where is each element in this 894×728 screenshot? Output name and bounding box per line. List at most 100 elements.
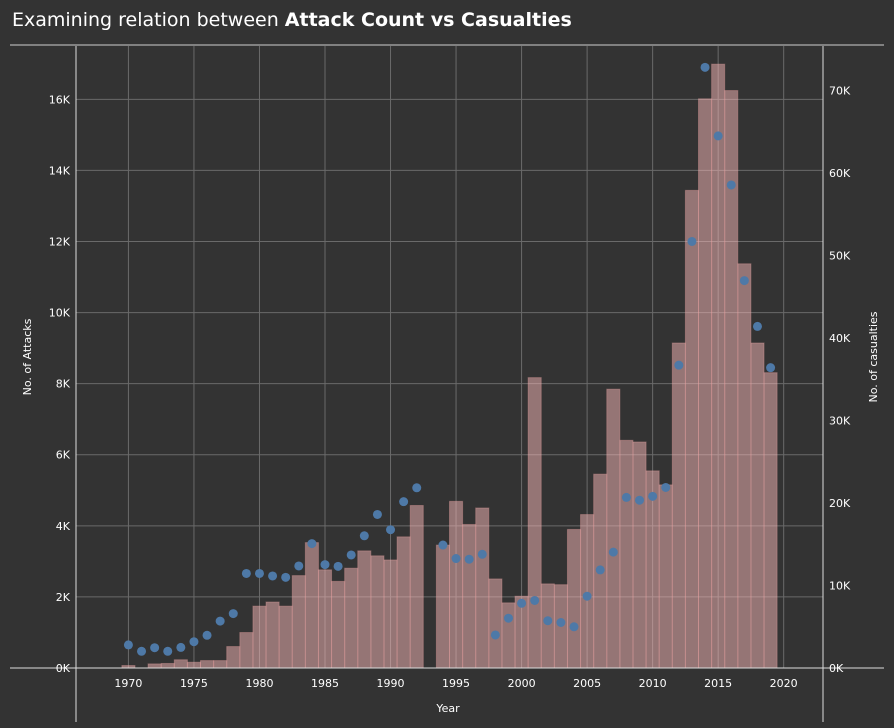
bar-1995 xyxy=(449,500,464,669)
dot-2003 xyxy=(556,618,566,628)
bar-2004 xyxy=(566,528,582,669)
x-tick-label: 1980 xyxy=(245,677,273,690)
chart-title-bold: Attack Count vs Casualties xyxy=(284,9,572,31)
dot-2008 xyxy=(621,492,631,502)
bar-2015 xyxy=(711,63,726,669)
dot-1980 xyxy=(254,568,264,578)
y2-tick-label: 40K xyxy=(829,332,851,345)
x-tick-label: 1985 xyxy=(311,677,339,690)
bar-1992 xyxy=(409,504,424,669)
y-tick-label: 0K xyxy=(56,662,71,675)
bar-1991 xyxy=(396,536,411,669)
chart-title-prefix: Examining relation between xyxy=(12,9,285,31)
y2-tick-label: 50K xyxy=(829,250,851,263)
y2-tick-label: 70K xyxy=(829,85,851,98)
y-tick-label: 12K xyxy=(49,235,71,248)
bar-2018 xyxy=(750,342,765,669)
y2-tick-label: 0K xyxy=(829,662,844,675)
bar-2005 xyxy=(580,514,595,669)
bar-2014 xyxy=(698,98,713,669)
bar-1986 xyxy=(331,580,346,669)
dot-1973 xyxy=(163,646,173,656)
dot-2019 xyxy=(766,363,776,373)
bar-1981 xyxy=(265,601,280,669)
dot-2016 xyxy=(726,180,736,190)
x-tick-label: 2015 xyxy=(704,677,732,690)
x-tick-label: 1995 xyxy=(442,677,470,690)
bar-2019 xyxy=(763,372,778,669)
dot-1972 xyxy=(150,643,160,653)
bar-1978 xyxy=(226,646,241,669)
dot-1987 xyxy=(346,550,356,560)
x-tick-label: 2020 xyxy=(770,677,798,690)
dot-1975 xyxy=(189,637,199,647)
bar-1984 xyxy=(304,542,319,669)
x-tick-label: 1970 xyxy=(114,677,142,690)
bar-1994 xyxy=(435,544,451,669)
dot-1992 xyxy=(412,483,422,493)
dot-1997 xyxy=(477,549,487,559)
dot-2015 xyxy=(713,131,723,141)
dot-1999 xyxy=(503,613,513,623)
dot-1982 xyxy=(281,572,291,582)
x-tick-label: 1975 xyxy=(180,677,208,690)
dot-2018 xyxy=(752,321,762,331)
dot-2017 xyxy=(739,276,749,286)
dot-1974 xyxy=(176,642,186,652)
bar-2008 xyxy=(619,439,634,669)
dot-1976 xyxy=(202,630,212,640)
dot-1986 xyxy=(333,561,343,571)
dot-2001 xyxy=(530,595,540,605)
bar-1989 xyxy=(370,555,385,669)
bar-1996 xyxy=(462,523,477,669)
dot-1971 xyxy=(137,646,147,656)
dot-2009 xyxy=(635,495,645,505)
bar-1999 xyxy=(501,602,516,669)
dot-2005 xyxy=(582,591,592,601)
y2-tick-label: 10K xyxy=(829,580,851,593)
y-tick-label: 6K xyxy=(56,449,71,462)
bar-1979 xyxy=(239,632,254,669)
y-tick-label: 2K xyxy=(56,591,71,604)
dot-1983 xyxy=(294,561,304,571)
y2-tick-label: 30K xyxy=(829,415,851,428)
dot-2007 xyxy=(608,547,618,557)
dot-1984 xyxy=(307,539,317,549)
dot-2011 xyxy=(661,482,671,492)
bar-1985 xyxy=(317,569,333,669)
x-tick-label: 1990 xyxy=(377,677,405,690)
dot-1970 xyxy=(123,640,133,650)
dot-1978 xyxy=(228,609,238,619)
bar-1972 xyxy=(147,663,162,669)
bar-2017 xyxy=(737,263,752,669)
bar-1988 xyxy=(357,550,372,669)
axes xyxy=(10,46,884,722)
bar-1990 xyxy=(383,559,398,669)
dot-1988 xyxy=(359,531,369,541)
y-tick-label: 4K xyxy=(56,520,71,533)
bar-1987 xyxy=(344,567,359,669)
bar-2013 xyxy=(684,189,699,669)
dot-1977 xyxy=(215,616,225,626)
y-tick-label: 14K xyxy=(49,164,71,177)
bar-1973 xyxy=(160,662,175,669)
x-axis-label: Year xyxy=(435,702,460,715)
dot-1990 xyxy=(386,525,396,535)
bar-2001 xyxy=(527,377,542,669)
tick-labels: 1970 1975 1980 1985 1990 1995 2000 2005 2010 2015… xyxy=(49,85,851,690)
bar-1983 xyxy=(291,575,306,669)
bar-1974 xyxy=(173,659,188,669)
dot-2000 xyxy=(517,598,527,608)
bar-1976 xyxy=(200,660,215,669)
dot-2012 xyxy=(674,360,684,370)
y2-tick-label: 60K xyxy=(829,167,851,180)
dot-1994 xyxy=(438,540,448,550)
dot-2004 xyxy=(569,622,579,632)
dot-1979 xyxy=(241,568,251,578)
dot-1981 xyxy=(268,571,278,581)
x-tick-label: 2000 xyxy=(508,677,536,690)
dot-2002 xyxy=(543,616,553,626)
bar-2002 xyxy=(540,583,555,669)
bar-2009 xyxy=(632,441,647,669)
